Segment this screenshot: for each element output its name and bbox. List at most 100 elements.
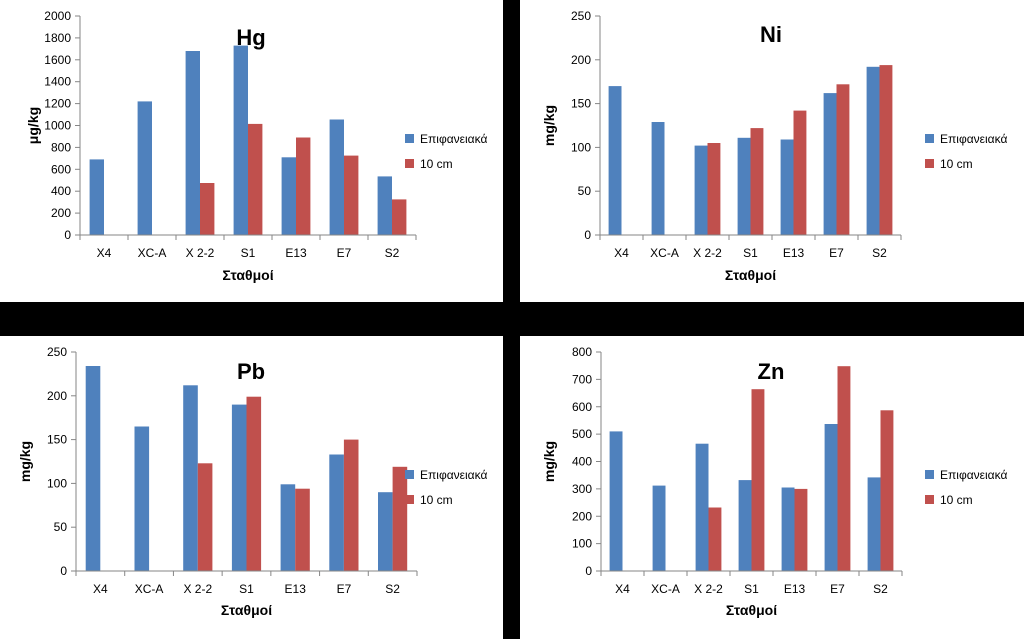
bar-zn-surface-XC-A (652, 485, 666, 571)
legend-swatch-surface (925, 470, 934, 479)
x-tick-label: XC-A (138, 246, 167, 260)
bar-zn-surface-E7 (824, 424, 838, 571)
bar-hg-surface-S2 (377, 176, 392, 235)
x-tick-label: S2 (873, 582, 888, 596)
bar-zn-10cm-S1 (751, 389, 765, 571)
y-tick-label: 100 (571, 140, 591, 154)
bar-hg-10cm-X2-2 (200, 183, 215, 235)
legend-swatch-surface (925, 134, 934, 143)
bar-ni-surface-S1 (737, 137, 751, 235)
y-tick-label: 600 (572, 400, 592, 414)
legend-label-surface: Επιφανειακά (940, 468, 1007, 482)
bar-ni-surface-XC-A (651, 122, 665, 235)
y-tick-label: 0 (60, 564, 67, 578)
legend-swatch-10cm (925, 159, 934, 168)
x-tick-label: S1 (744, 582, 759, 596)
bar-pb-10cm-E7 (343, 439, 359, 571)
x-tick-label: E13 (285, 582, 307, 596)
y-tick-label: 100 (47, 476, 67, 490)
chart-pb: Pb 0 50 100 150 200 250 X4 XC-A X 2-2 S1 E13 E7 S2 Στα… (17, 345, 487, 618)
bar-hg-surface-X4 (89, 159, 104, 235)
legend-label-10cm: 10 cm (940, 157, 973, 171)
bar-pb-surface-S1 (231, 404, 247, 571)
y-tick-label: 200 (51, 206, 71, 220)
x-tick-label: S1 (239, 582, 254, 596)
x-tick-label: E7 (830, 582, 845, 596)
x-tick-label: XC-A (135, 582, 164, 596)
bar-zn-surface-S1 (738, 480, 752, 571)
x-tick-label: S1 (241, 246, 256, 260)
y-tick-label: 700 (572, 372, 592, 386)
legend-label-surface: Επιφανειακά (940, 132, 1007, 146)
bar-hg-surface-E13 (281, 157, 296, 235)
x-tick-label: X 2-2 (693, 246, 722, 260)
x-axis-label: Σταθμοί (222, 267, 273, 283)
bar-zn-10cm-X2-2 (708, 507, 722, 571)
y-axis-label: μg/kg (25, 107, 41, 144)
y-tick-label: 0 (584, 228, 591, 242)
bar-hg-surface-XC-A (137, 101, 152, 236)
x-tick-label: X 2-2 (183, 582, 212, 596)
legend-label-10cm: 10 cm (420, 157, 453, 171)
bar-pb-surface-E7 (329, 454, 344, 571)
chart-title: Ni (760, 22, 782, 47)
bar-hg-10cm-S2 (392, 199, 407, 235)
bar-hg-surface-E7 (329, 119, 344, 235)
bar-pb-surface-X4 (85, 366, 101, 571)
bar-pb-surface-E13 (280, 484, 296, 571)
bar-zn-surface-X2-2 (695, 443, 709, 571)
bar-pb-10cm-X2-2 (197, 463, 213, 571)
x-tick-label: E7 (337, 582, 352, 596)
bar-ni-surface-X4 (608, 86, 622, 235)
y-axis-label: mg/kg (17, 441, 33, 482)
bar-ni-10cm-E13 (793, 110, 807, 235)
bar-ni-10cm-S2 (879, 65, 893, 235)
x-tick-label: XC-A (651, 582, 680, 596)
x-tick-label: E7 (829, 246, 844, 260)
chart-ni: Ni 0 50 100 150 200 250 X4 XC-A X 2-2 S1 E13 E7 S2 Στα… (541, 9, 1007, 283)
y-tick-label: 400 (51, 184, 71, 198)
bar-hg-10cm-S1 (248, 123, 263, 235)
chart-panel-zn: Zn 0 100 200 300 400 500 600 700 800 X4 XC-A X 2-2 S1… (520, 336, 1024, 639)
legend-swatch-10cm (925, 495, 934, 504)
legend-label-surface: Επιφανειακά (420, 468, 487, 482)
chart-panel-pb: Pb 0 50 100 150 200 250 X4 XC-A X 2-2 S1 E13 E7 S2 Στα… (0, 336, 503, 639)
y-tick-label: 1600 (44, 53, 71, 67)
x-axis-label: Σταθμοί (221, 602, 272, 618)
bar-hg-10cm-E7 (344, 155, 359, 235)
x-tick-label: E13 (783, 246, 805, 260)
y-tick-label: 1400 (44, 75, 71, 89)
bar-zn-10cm-E13 (794, 488, 808, 571)
y-tick-label: 200 (47, 389, 67, 403)
legend-swatch-surface (405, 134, 414, 143)
bar-hg-surface-X2-2 (185, 51, 200, 235)
chart-panel-ni: Ni 0 50 100 150 200 250 X4 XC-A X 2-2 S1 E13 E7 S2 Στα… (520, 0, 1024, 302)
y-tick-label: 250 (47, 345, 67, 359)
y-tick-label: 500 (572, 427, 592, 441)
bar-hg-10cm-E13 (296, 137, 311, 235)
y-tick-label: 250 (571, 9, 591, 23)
chart-zn: Zn 0 100 200 300 400 500 600 700 800 X4 XC-A X 2-2 S1… (541, 345, 1007, 618)
legend-label-10cm: 10 cm (420, 493, 453, 507)
bar-zn-surface-E13 (781, 487, 795, 571)
legend-label-10cm: 10 cm (940, 493, 973, 507)
bar-pb-10cm-E13 (295, 488, 310, 571)
x-tick-label: X 2-2 (186, 246, 215, 260)
x-tick-label: S1 (743, 246, 758, 260)
y-tick-label: 200 (571, 53, 591, 67)
bar-pb-surface-XC-A (134, 426, 150, 571)
y-tick-label: 2000 (44, 9, 71, 23)
bar-pb-10cm-S2 (392, 466, 408, 571)
bar-zn-10cm-S2 (880, 410, 894, 571)
bar-pb-10cm-S1 (246, 396, 262, 571)
y-tick-label: 800 (51, 140, 71, 154)
y-tick-label: 150 (47, 433, 67, 447)
bar-ni-10cm-E7 (836, 84, 850, 235)
bar-pb-surface-S2 (378, 492, 393, 571)
x-tick-label: S2 (385, 582, 400, 596)
x-axis-label: Σταθμοί (726, 602, 777, 618)
bar-ni-10cm-S1 (750, 128, 764, 235)
legend-swatch-10cm (405, 159, 414, 168)
x-tick-label: XC-A (650, 246, 679, 260)
bar-zn-surface-S2 (867, 477, 881, 571)
